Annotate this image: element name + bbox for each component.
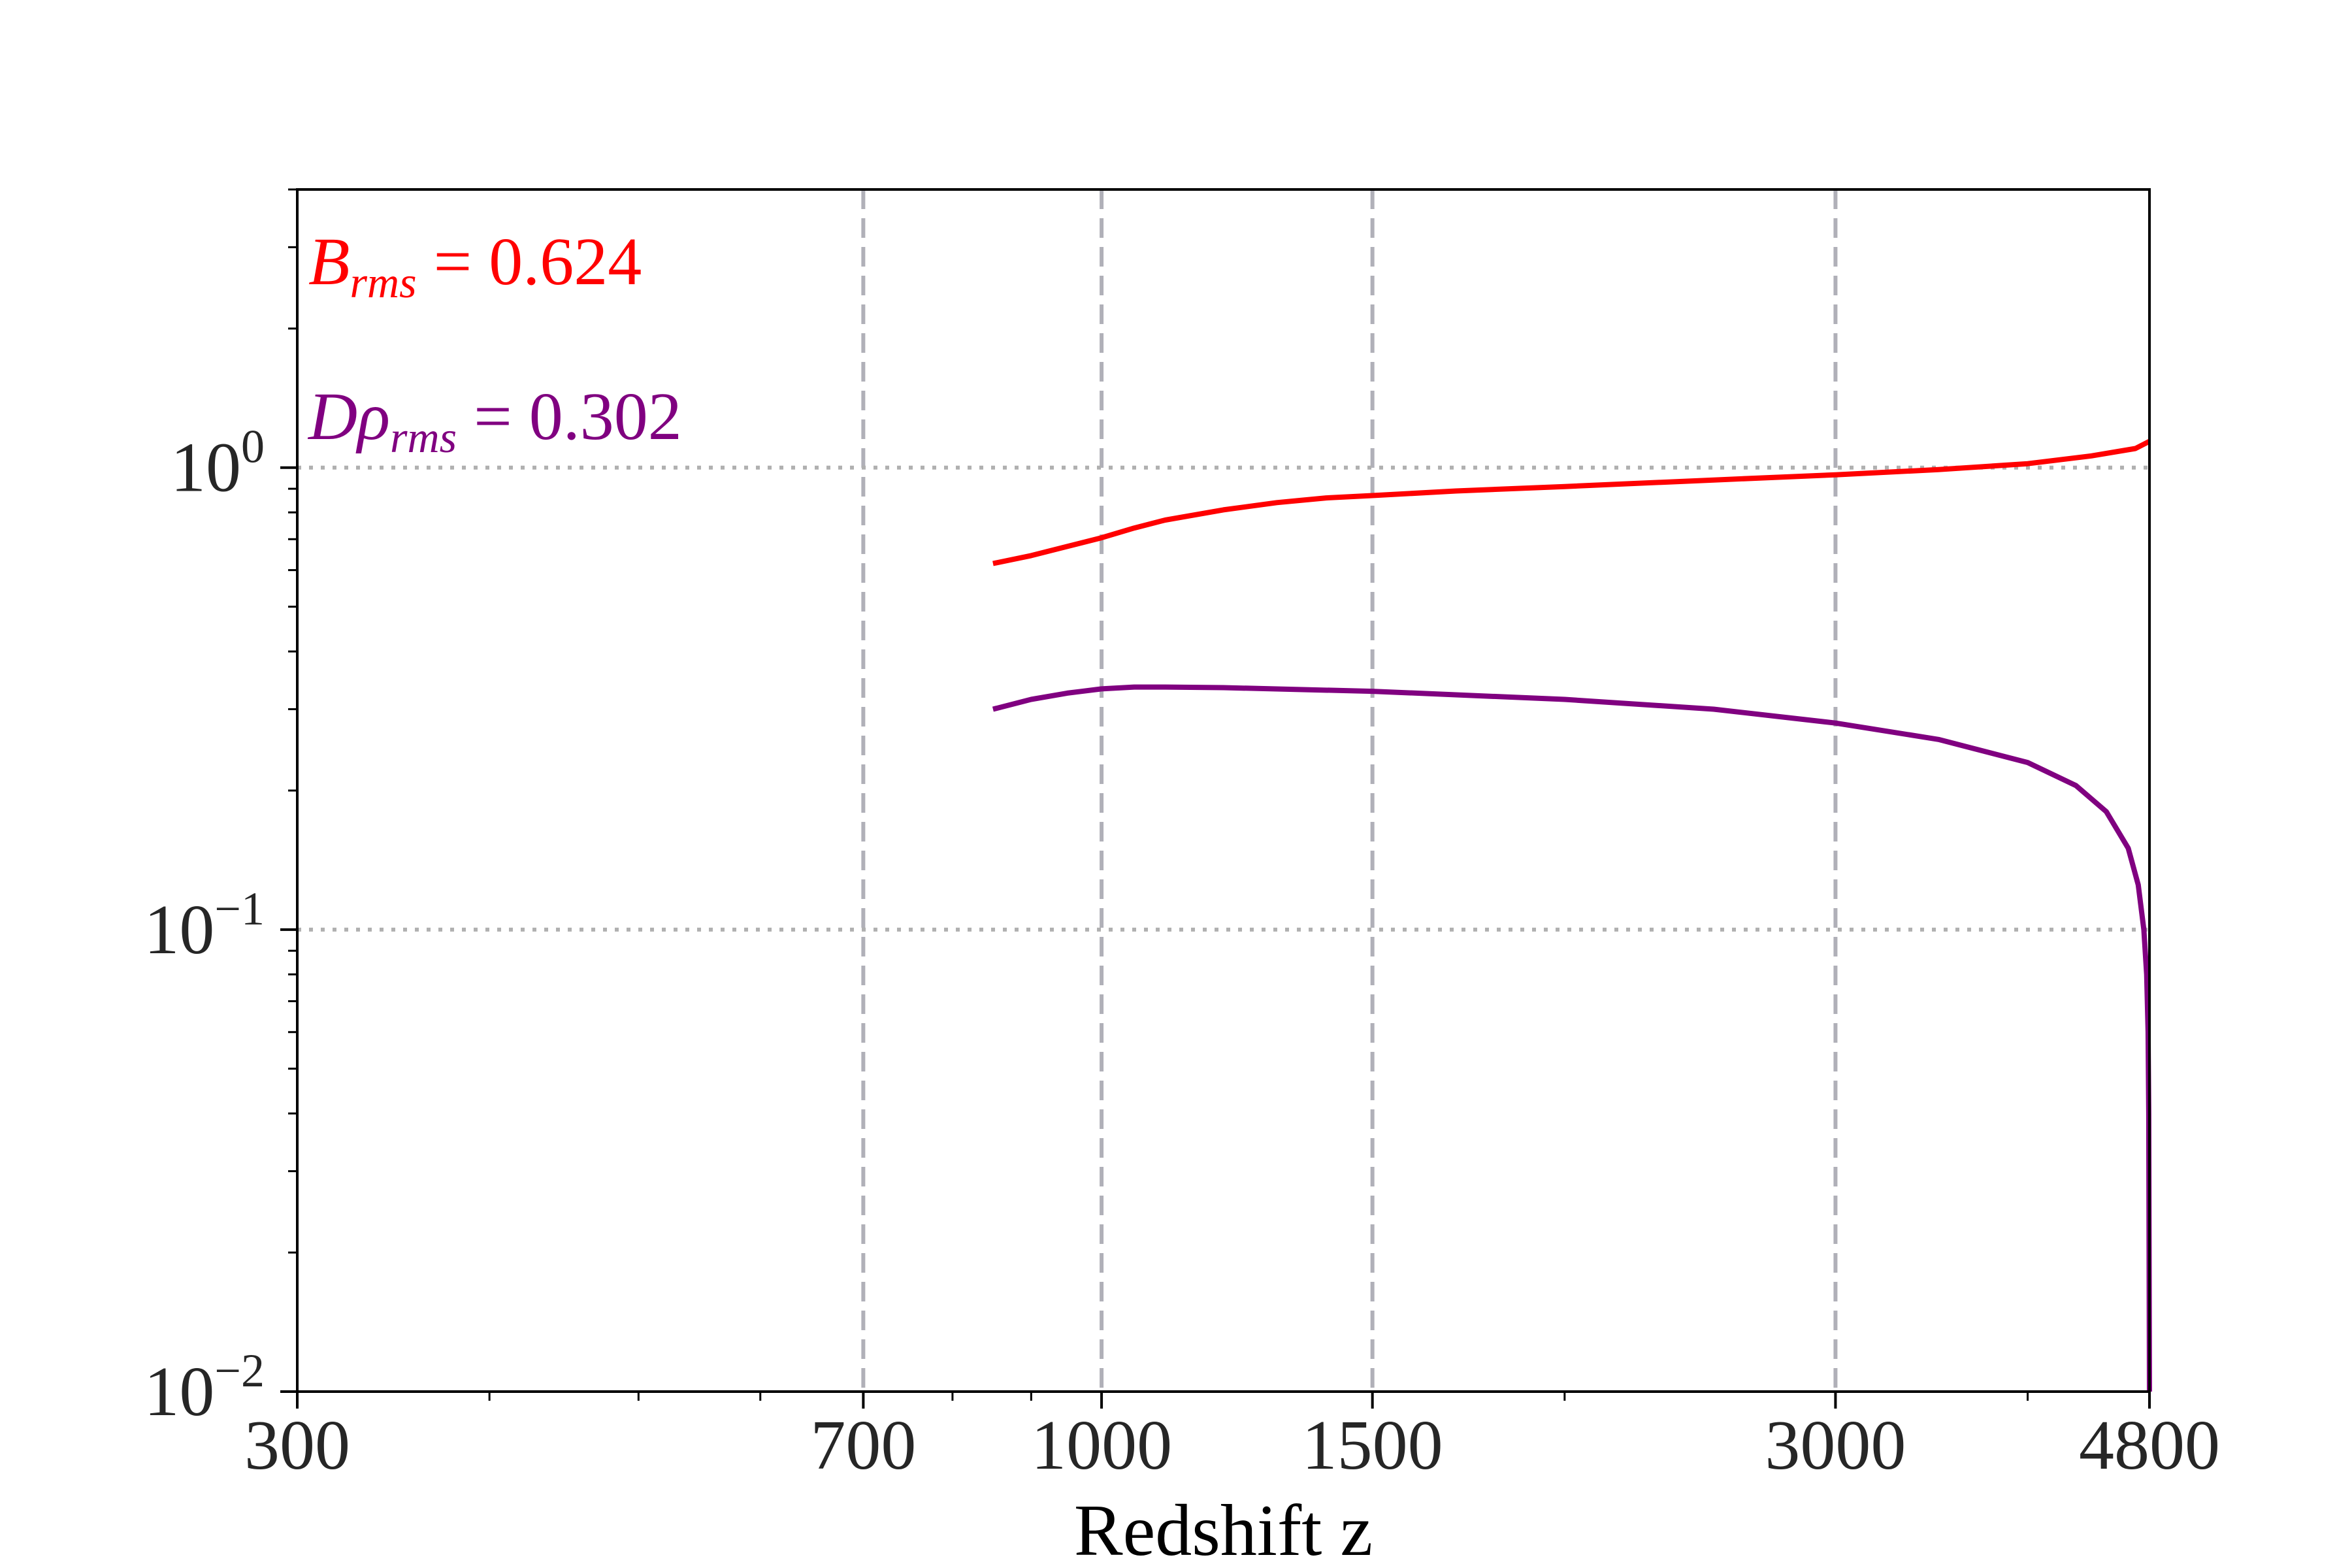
y-tick-label: 10−2	[144, 1345, 265, 1431]
series-line-b-rms	[992, 438, 2151, 566]
y-tick-label: 10−1	[144, 883, 265, 969]
grid-lines	[297, 189, 2149, 1392]
x-tick-label: 4800	[2079, 1407, 2220, 1484]
series-line-dρ-rms	[992, 684, 2152, 1392]
x-axis-title: Redshift z	[1074, 1490, 1373, 1568]
axis-ticks	[280, 188, 2151, 1409]
plot-frame	[296, 188, 2151, 1393]
annotations: Brms = 0.624 Dρrms = 0.302	[307, 224, 682, 462]
y-tick-label: 100	[171, 421, 265, 507]
tick-labels: 300 700 1000 1500 3000 4800 100 10−1 10−2	[144, 421, 2220, 1484]
series-lines	[992, 438, 2152, 1392]
annotation-label: Brms = 0.624	[308, 224, 642, 307]
x-tick-label: 1500	[1302, 1407, 1443, 1484]
annotation-label: Dρrms = 0.302	[307, 379, 682, 462]
x-tick-label: 3000	[1765, 1407, 1906, 1484]
x-tick-label: 300	[244, 1407, 350, 1484]
x-tick-label: 700	[810, 1407, 916, 1484]
x-tick-label: 1000	[1031, 1407, 1172, 1484]
